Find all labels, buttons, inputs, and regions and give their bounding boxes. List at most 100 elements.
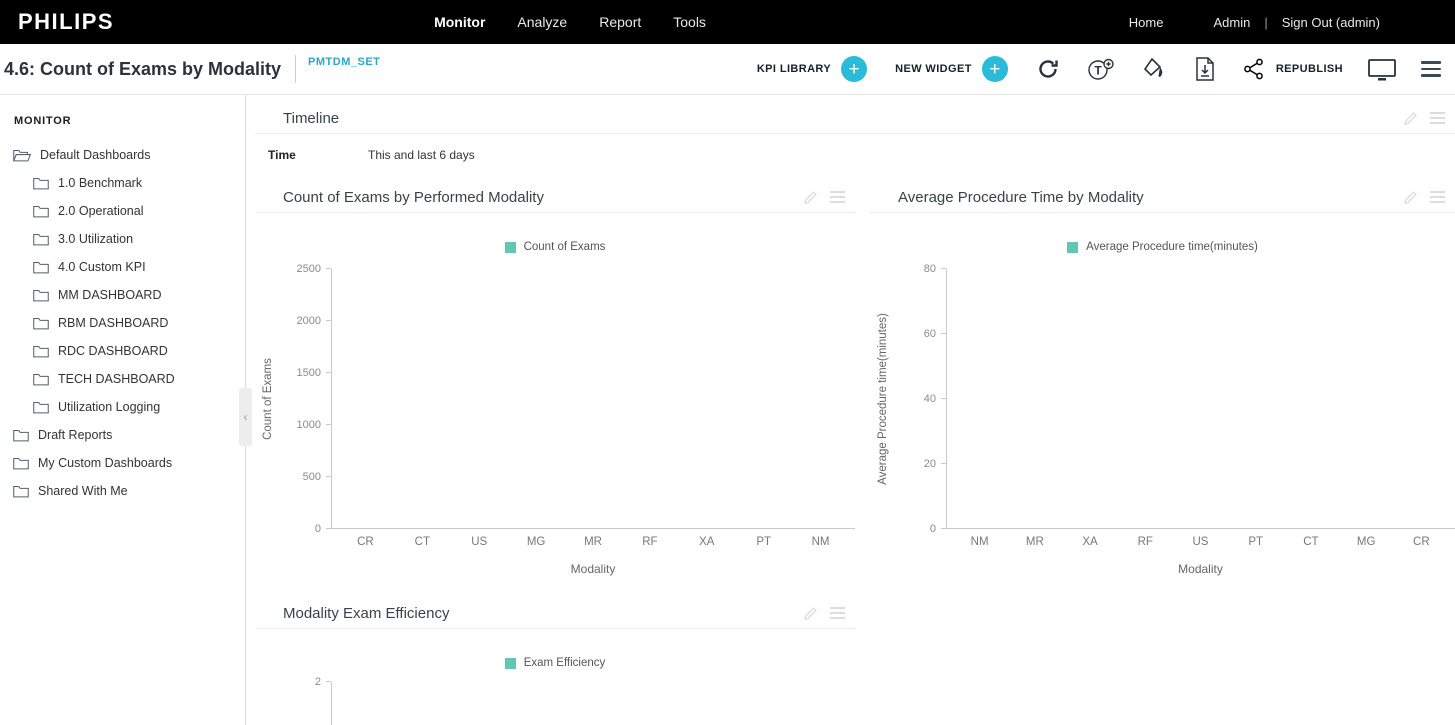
sidebar-item-shared-with-me[interactable]: Shared With Me xyxy=(0,477,245,505)
x-tick-label-ct: CT xyxy=(414,536,430,548)
sidebar-collapse-handle[interactable]: ‹ xyxy=(239,388,252,446)
timeline-title: Timeline xyxy=(283,109,340,127)
nav-item-monitor[interactable]: Monitor xyxy=(434,14,486,30)
y-tick-mark xyxy=(326,424,331,425)
y-tick-label: 60 xyxy=(923,328,936,340)
widget-menu-icon[interactable] xyxy=(1430,112,1445,124)
sidebar-item-utilization-logging[interactable]: Utilization Logging xyxy=(0,393,245,421)
legend-label: Average Procedure time(minutes) xyxy=(1086,241,1258,253)
session-menu: Home Admin | Sign Out (admin) xyxy=(1129,15,1380,30)
widget-title: Modality Exam Efficiency xyxy=(283,604,450,622)
y-tick-mark xyxy=(941,333,946,334)
x-tick-label-xa: XA xyxy=(1082,536,1098,548)
sidebar-item-tech-dashboard[interactable]: TECH DASHBOARD xyxy=(0,365,245,393)
y-tick-mark xyxy=(941,398,946,399)
y-tick-label: 1000 xyxy=(296,419,321,431)
dataset-label[interactable]: PMTDM_SET xyxy=(308,56,381,68)
sidebar-item-rbm-dashboard[interactable]: RBM DASHBOARD xyxy=(0,309,245,337)
chart-legend[interactable]: Count of Exams xyxy=(255,241,855,253)
edit-icon[interactable] xyxy=(1403,111,1418,126)
x-tick-label-pt: PT xyxy=(756,536,772,548)
sidebar-item-3-0-utilization[interactable]: 3.0 Utilization xyxy=(0,225,245,253)
legend-swatch xyxy=(1067,241,1079,253)
x-axis-ticks: NM MR XA RF US PT CT MG CR xyxy=(946,536,1455,548)
refresh-icon[interactable] xyxy=(1036,57,1060,81)
y-tick-label: 2500 xyxy=(296,263,321,275)
new-widget-button[interactable]: NEW WIDGET + xyxy=(895,56,1008,82)
svg-text:T: T xyxy=(1094,64,1102,78)
add-kpi-icon[interactable]: + xyxy=(841,56,868,82)
x-tick-label-us: US xyxy=(471,536,488,548)
widget-menu-icon[interactable] xyxy=(830,607,845,619)
export-document-icon[interactable] xyxy=(1194,56,1216,82)
nav-item-report[interactable]: Report xyxy=(599,14,642,30)
x-tick-label-rf: RF xyxy=(1137,536,1153,548)
chart-legend[interactable]: Average Procedure time(minutes) xyxy=(870,241,1455,253)
republish-button[interactable]: REPUBLISH xyxy=(1242,57,1343,81)
sidebar-item-rdc-dashboard[interactable]: RDC DASHBOARD xyxy=(0,337,245,365)
folder-open-icon xyxy=(13,149,31,162)
x-tick-label-mr: MR xyxy=(584,536,602,548)
fill-icon[interactable] xyxy=(1142,56,1168,82)
widget-menu-icon[interactable] xyxy=(830,191,845,203)
time-label: Time xyxy=(268,148,296,162)
y-tick-label: 2000 xyxy=(296,315,321,327)
count-of-exams-chart: Count of Exams Count of Exams 0 500 1000 15… xyxy=(255,241,855,576)
sidebar-item-4-0-custom-kpi[interactable]: 4.0 Custom KPI xyxy=(0,253,245,281)
x-axis-label: Modality xyxy=(570,562,616,576)
sidebar-item-mm-dashboard[interactable]: MM DASHBOARD xyxy=(0,281,245,309)
x-tick-label-us: US xyxy=(1192,536,1209,548)
y-tick-label: 2 xyxy=(314,676,321,688)
sidebar-item-draft-reports[interactable]: Draft Reports xyxy=(0,421,245,449)
add-text-icon[interactable]: T xyxy=(1086,56,1116,82)
sidebar-item-my-custom-dashboards[interactable]: My Custom Dashboards xyxy=(0,449,245,477)
home-link[interactable]: Home xyxy=(1128,14,1164,30)
widget-menu-icon[interactable] xyxy=(1430,191,1445,203)
folder-icon xyxy=(13,485,29,498)
dashboard-toolbar: KPI LIBRARY + NEW WIDGET + T xyxy=(757,56,1441,82)
legend-swatch xyxy=(504,657,516,669)
folder-icon xyxy=(13,429,29,442)
folder-icon xyxy=(33,233,49,246)
sidebar-item-2-0-operational[interactable]: 2.0 Operational xyxy=(0,197,245,225)
y-axis-ticks: 0 500 1000 1500 2000 2500 xyxy=(281,263,331,535)
divider xyxy=(295,55,297,83)
x-tick-label-pt: PT xyxy=(1248,536,1264,548)
tree-item-label: TECH DASHBOARD xyxy=(58,372,175,386)
y-tick-mark xyxy=(941,528,946,529)
main-menu: Monitor Analyze Report Tools xyxy=(434,14,706,30)
menu-icon[interactable] xyxy=(1421,61,1441,77)
y-tick-label: 20 xyxy=(923,458,936,470)
y-tick-label: 0 xyxy=(929,523,936,535)
sign-out-link[interactable]: Sign Out (admin) xyxy=(1281,14,1380,30)
dashboard-header-bar: 4.6: Count of Exams by Modality PMTDM_SE… xyxy=(0,44,1455,95)
kpi-library-button[interactable]: KPI LIBRARY + xyxy=(757,56,868,82)
sidebar-item-1-0-benchmark[interactable]: 1.0 Benchmark xyxy=(0,169,245,197)
folder-icon xyxy=(33,205,49,218)
avg-procedure-time-chart: Average Procedure time(minutes) Average … xyxy=(870,241,1455,576)
x-tick-label-cr: CR xyxy=(357,536,374,548)
y-tick-label: 80 xyxy=(923,263,936,275)
y-axis-label: Count of Exams xyxy=(262,358,274,440)
y-tick-mark xyxy=(326,320,331,321)
chart-legend[interactable]: Exam Efficiency xyxy=(255,657,855,669)
edit-icon[interactable] xyxy=(803,606,818,621)
display-icon[interactable] xyxy=(1367,56,1397,82)
avg-procedure-time-widget: Average Procedure Time by Modality Avera… xyxy=(870,182,1455,576)
sidebar-item-default-dashboards[interactable]: Default Dashboards xyxy=(0,141,245,169)
admin-link[interactable]: Admin xyxy=(1213,14,1251,30)
x-tick-label-nm: NM xyxy=(811,536,830,548)
edit-icon[interactable] xyxy=(803,190,818,205)
folder-icon xyxy=(33,261,49,274)
x-tick-label-ct: CT xyxy=(1303,536,1319,548)
edit-icon[interactable] xyxy=(1403,190,1418,205)
time-value[interactable]: This and last 6 days xyxy=(368,148,475,162)
sidebar: MONITOR Default Dashboards 1.0 Benchmark 2… xyxy=(0,95,246,725)
add-widget-icon[interactable]: + xyxy=(981,56,1008,82)
tree-item-label: Shared With Me xyxy=(38,484,128,498)
sidebar-section-title: MONITOR xyxy=(14,115,72,127)
x-axis-ticks: CR CT US MG MR RF XA PT NM xyxy=(331,536,855,548)
nav-item-tools[interactable]: Tools xyxy=(673,14,706,30)
nav-item-analyze[interactable]: Analyze xyxy=(517,14,568,30)
tree-item-label: 3.0 Utilization xyxy=(58,232,134,246)
